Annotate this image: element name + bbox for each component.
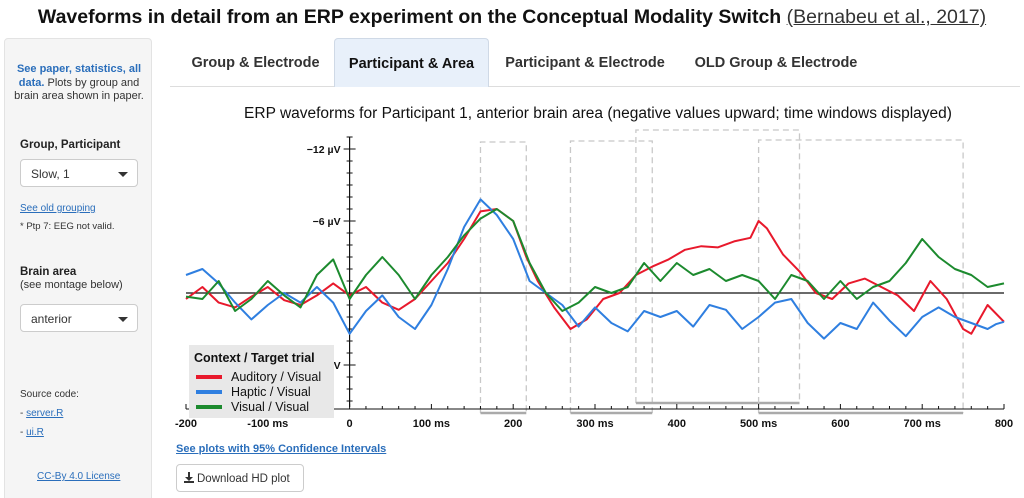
- page-title: Waveforms in detail from an ERP experime…: [0, 6, 1024, 29]
- x-tick-label: -100 ms: [247, 418, 288, 430]
- x-tick-label: 300 ms: [576, 418, 613, 430]
- tab-participant-area[interactable]: Participant & Area: [334, 38, 489, 87]
- series-lines: [185, 198, 1005, 340]
- series-line-auditory: [185, 208, 1005, 335]
- x-tick-label: 100 ms: [413, 418, 450, 430]
- license-link[interactable]: CC-By 4.0 License: [37, 471, 121, 482]
- x-tick-label: 700 ms: [904, 418, 941, 430]
- series-line-visual: [185, 208, 1005, 312]
- tab-group-electrode[interactable]: Group & Electrode: [191, 55, 320, 71]
- chevron-down-icon: [118, 172, 128, 177]
- legend-label-haptic: Haptic / Visual: [231, 385, 311, 399]
- brain-area-sub: (see montage below): [20, 279, 123, 291]
- erp-chart: ERP waveforms for Participant 1, anterio…: [175, 105, 1013, 430]
- intro-text: See paper, statistics, all data. Plots b…: [11, 63, 147, 104]
- time-window-box: [479, 141, 527, 413]
- x-tick-label: 400: [668, 418, 686, 430]
- x-tick-label: 500 ms: [740, 418, 777, 430]
- server-r-link[interactable]: server.R: [26, 408, 64, 419]
- series-line-haptic: [185, 198, 1005, 340]
- y-tick-label: −6 µV: [313, 216, 341, 228]
- download-label: Download HD plot: [197, 473, 290, 485]
- group-participant-select[interactable]: Slow, 1: [20, 159, 138, 187]
- sidebar: See paper, statistics, all data. Plots b…: [4, 38, 152, 498]
- citation-link[interactable]: (Bernabeu et al., 2017): [786, 6, 987, 28]
- download-hd-plot-button[interactable]: Download HD plot: [176, 464, 304, 492]
- y-tick-label: −12 µV: [307, 144, 341, 156]
- legend-label-auditory: Auditory / Visual: [231, 370, 321, 384]
- brain-area-label: Brain area: [20, 266, 77, 278]
- group-participant-label: Group, Participant: [20, 139, 121, 151]
- ui-r-link[interactable]: ui.R: [26, 427, 44, 438]
- tab-old-group-electrode[interactable]: OLD Group & Electrode: [694, 55, 858, 71]
- legend: Context / Target trial Auditory / Visual…: [189, 345, 334, 418]
- time-window-box: [569, 140, 653, 413]
- x-tick-label: 600: [831, 418, 849, 430]
- legend-label-visual: Visual / Visual: [231, 400, 309, 414]
- legend-title: Context / Target trial: [194, 351, 315, 365]
- intro-link[interactable]: See paper, statistics, all data.: [16, 63, 142, 89]
- confidence-intervals-link[interactable]: See plots with 95% Confidence Intervals: [176, 443, 387, 455]
- chevron-down-icon: [118, 317, 128, 322]
- brain-area-select[interactable]: anterior: [20, 304, 138, 332]
- source-code-label: Source code:: [20, 389, 79, 400]
- ptp-note: * Ptp 7: EEG not valid.: [20, 221, 115, 232]
- download-icon: [184, 472, 194, 483]
- title-text: Waveforms in detail from an ERP experime…: [37, 6, 782, 28]
- time-window-box: [635, 129, 801, 403]
- ui-r-dash: -: [20, 427, 27, 438]
- time-windows: [479, 129, 964, 415]
- x-tick-label: -200: [175, 418, 197, 430]
- tab-bar: Group & Electrode Participant & Area Par…: [170, 38, 1020, 87]
- ui-r-item: - ui.R: [20, 427, 44, 438]
- server-r-item: - server.R: [20, 408, 63, 419]
- server-r-dash: -: [20, 408, 27, 419]
- old-grouping-link[interactable]: See old grouping: [20, 203, 96, 214]
- x-tick-label: 800: [995, 418, 1013, 430]
- x-tick-label: 200: [504, 418, 522, 430]
- brain-area-value: anterior: [31, 312, 72, 326]
- time-window-box: [757, 139, 964, 413]
- intro-rest: Plots by group and brain area shown in p…: [14, 76, 144, 103]
- group-participant-value: Slow, 1: [31, 167, 70, 181]
- x-tick-label: 0: [347, 418, 353, 430]
- chart-title: ERP waveforms for Participant 1, anterio…: [244, 105, 952, 122]
- tab-participant-electrode[interactable]: Participant & Electrode: [505, 55, 665, 71]
